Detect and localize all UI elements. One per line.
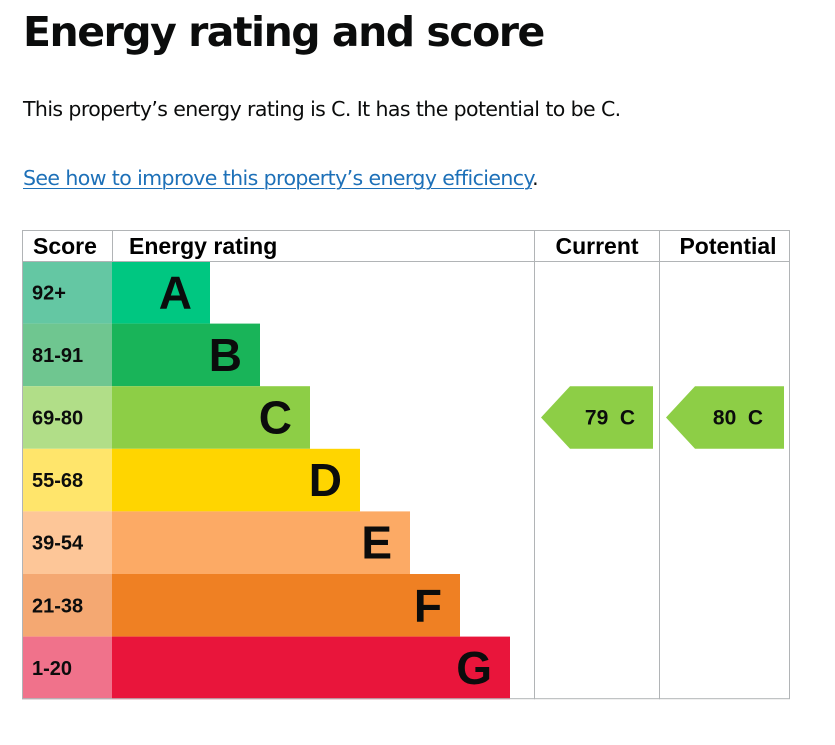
band-letter-a: A	[159, 266, 192, 318]
band-letter-g: G	[456, 642, 492, 694]
rating-table-grid	[22, 230, 790, 700]
potential-rating-arrow	[666, 386, 784, 449]
improve-link-suffix: .	[532, 166, 539, 190]
improve-efficiency-link[interactable]: See how to improve this property’s energ…	[23, 166, 533, 190]
header-score: Score	[33, 233, 97, 259]
band-letter-d: D	[309, 454, 342, 506]
current-rating-arrow	[541, 386, 653, 449]
score-label-f: 21-38	[32, 595, 83, 617]
current-rating-label: 79 C	[585, 407, 635, 430]
score-label-b: 81-91	[32, 345, 83, 367]
rating-summary: This property’s energy rating is C. It h…	[23, 97, 621, 121]
score-label-g: 1-20	[32, 658, 72, 680]
band-bar-g	[112, 636, 510, 700]
score-cell-f	[22, 574, 112, 637]
band-bar-f	[112, 574, 460, 637]
score-cell-g	[22, 636, 112, 700]
score-label-a: 92+	[32, 282, 66, 304]
score-cell-e	[22, 511, 112, 574]
band-bar-d	[112, 448, 360, 512]
band-bar-b	[112, 323, 260, 387]
header-energy-rating: Energy rating	[129, 233, 277, 259]
rating-bands: 92+ A 81-91 B 69-80 C 55-68 D 39-54 E 21-38 F 1-20 G	[22, 261, 510, 700]
table-border	[22, 230, 790, 700]
band-letter-c: C	[259, 392, 292, 444]
score-cell-d	[22, 448, 112, 512]
rating-table-headers: Score Energy rating Current Potential	[33, 233, 777, 259]
score-cell-c	[22, 386, 112, 449]
improve-paragraph: See how to improve this property’s energ…	[23, 163, 539, 193]
score-label-d: 55-68	[32, 470, 83, 492]
score-label-c: 69-80	[32, 408, 83, 430]
band-letter-b: B	[209, 329, 242, 381]
score-cell-a	[22, 261, 112, 324]
header-current: Current	[555, 233, 638, 259]
score-cell-b	[22, 323, 112, 387]
band-letter-f: F	[414, 579, 442, 631]
band-bar-e	[112, 511, 410, 574]
page-title: Energy rating and score	[23, 8, 545, 56]
score-label-e: 39-54	[32, 533, 84, 555]
potential-rating-label: 80 C	[713, 407, 763, 430]
band-bar-c	[112, 386, 310, 449]
header-potential: Potential	[679, 233, 776, 259]
band-bar-a	[112, 261, 210, 324]
band-letter-e: E	[361, 517, 392, 569]
rating-arrows: 79 C 80 C	[541, 386, 784, 449]
